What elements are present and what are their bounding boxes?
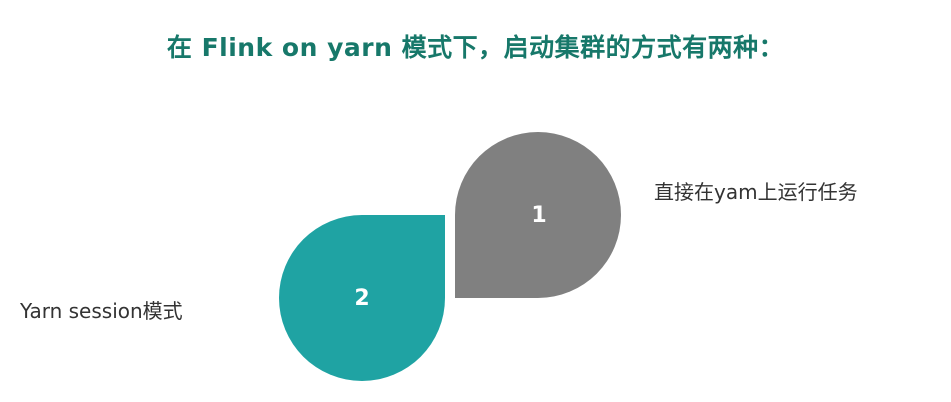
method-2-label: Yarn session模式: [20, 299, 183, 323]
petal-2: [279, 215, 445, 381]
slide-title: 在 Flink on yarn 模式下，启动集群的方式有两种：: [166, 33, 785, 62]
method-1-label: 直接在yam上运行任务: [654, 180, 858, 204]
petal-2-number: 2: [354, 286, 369, 311]
petal-1: [455, 132, 621, 298]
petal-1-number: 1: [531, 203, 546, 228]
